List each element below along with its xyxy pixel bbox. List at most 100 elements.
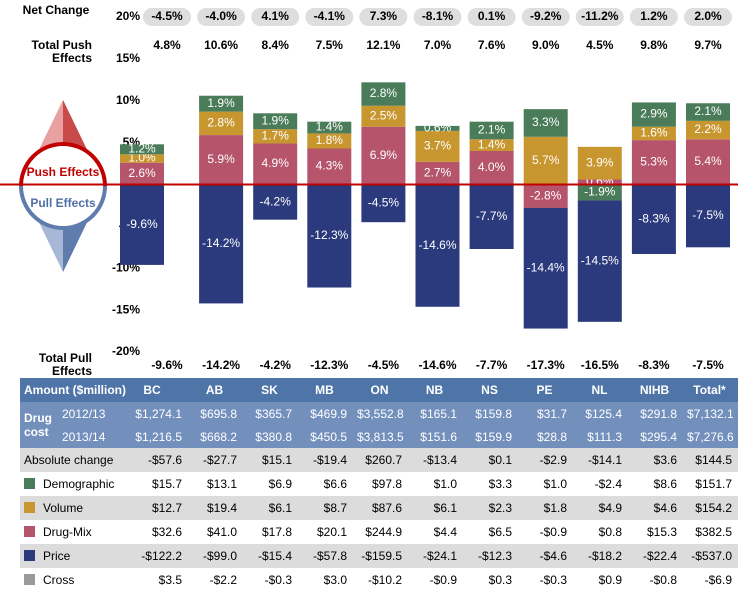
cell: $380.8 bbox=[243, 425, 298, 448]
cell: $125.4 bbox=[573, 402, 628, 425]
row-label: Demographic bbox=[20, 472, 118, 496]
cell: -$13.4 bbox=[408, 448, 463, 472]
bar-segment bbox=[686, 184, 730, 248]
cell: $7,132.1 bbox=[683, 402, 738, 425]
compass-ring-bottom bbox=[19, 185, 107, 230]
bar-label: -12.3% bbox=[310, 228, 348, 242]
bar-label: 5.4% bbox=[694, 154, 722, 168]
bar-label: 5.3% bbox=[640, 154, 668, 168]
cell: $32.6 bbox=[118, 520, 188, 544]
header-cell: NB bbox=[408, 378, 463, 402]
push-total-value: 12.1% bbox=[366, 38, 400, 52]
push-total-value: 9.8% bbox=[640, 38, 668, 52]
bar-segment bbox=[469, 121, 514, 140]
bar-label: 1.9% bbox=[262, 113, 290, 127]
row-label: Drug-Mix bbox=[20, 520, 118, 544]
push-total-value: 10.6% bbox=[204, 38, 238, 52]
legend-swatch bbox=[24, 502, 35, 513]
pull-total-label: Total Pull Effects bbox=[38, 351, 92, 378]
cell: -$12.3 bbox=[463, 544, 518, 568]
cell: $3.5 bbox=[118, 568, 188, 592]
bar-label: -9.6% bbox=[126, 217, 158, 231]
cell: $450.5 bbox=[298, 425, 353, 448]
row-label: Cross bbox=[20, 568, 118, 592]
bar-segment bbox=[631, 102, 676, 127]
bar-label: -1.9% bbox=[584, 185, 616, 199]
push-label: Push Effects bbox=[27, 165, 100, 179]
pull-total-value: -9.6% bbox=[151, 358, 183, 372]
cell: $13.1 bbox=[188, 472, 243, 496]
cell: -$6.9 bbox=[683, 568, 738, 592]
net-change-value: -8.1% bbox=[422, 9, 454, 23]
cell: $6.1 bbox=[243, 496, 298, 520]
cell: -$19.4 bbox=[298, 448, 353, 472]
bar-label: 3.7% bbox=[424, 139, 452, 153]
legend-swatch bbox=[24, 550, 35, 561]
net-change-value: 4.1% bbox=[262, 9, 290, 23]
bar-label: 4.0% bbox=[478, 160, 506, 174]
pull-total-value: -14.2% bbox=[202, 358, 240, 372]
cell: $4.6 bbox=[628, 496, 683, 520]
bar-label: -14.6% bbox=[418, 238, 456, 252]
drug-cost-row: Drug cost 2012/13 $1,274.1 $695.8 $365.7 $469… bbox=[20, 402, 738, 448]
bar-segment bbox=[253, 129, 298, 144]
bar-label: 1.4% bbox=[316, 120, 344, 134]
pull-total-value: -4.2% bbox=[260, 358, 292, 372]
cell: -$0.3 bbox=[518, 568, 573, 592]
cell: -$22.4 bbox=[628, 544, 683, 568]
net-change-badge bbox=[143, 8, 191, 26]
cell: $0.9 bbox=[573, 568, 628, 592]
compass-ring-top bbox=[19, 142, 107, 187]
bar-label: 0.6% bbox=[424, 121, 452, 135]
cell: -$4.6 bbox=[518, 544, 573, 568]
net-change-badge bbox=[521, 8, 570, 26]
bar-segment bbox=[631, 140, 676, 185]
cell: -$24.1 bbox=[408, 544, 463, 568]
bar-label: 2.8% bbox=[370, 86, 398, 100]
push-total-value: 4.5% bbox=[586, 38, 614, 52]
row-label: Volume bbox=[20, 496, 118, 520]
legend-swatch bbox=[24, 574, 35, 585]
net-change-badge bbox=[629, 8, 678, 26]
pull-label: Pull Effects bbox=[30, 196, 96, 210]
cell: $8.7 bbox=[298, 496, 353, 520]
cell: $8.6 bbox=[628, 472, 683, 496]
cell: $165.1 bbox=[408, 402, 463, 425]
y-tick-label: -15% bbox=[112, 302, 140, 316]
row-label-text: Volume bbox=[43, 501, 84, 515]
cell: $1.8 bbox=[518, 496, 573, 520]
net-change-value: -4.5% bbox=[151, 9, 183, 23]
bar-label: 1.6% bbox=[640, 126, 668, 140]
cell: $151.6 bbox=[408, 425, 463, 448]
net-change-value: 1.2% bbox=[640, 9, 668, 23]
row-label: Price bbox=[20, 544, 118, 568]
cell: $20.1 bbox=[298, 520, 353, 544]
pull-total-value: -14.6% bbox=[418, 358, 456, 372]
net-change-badge bbox=[467, 8, 516, 26]
cell: $15.3 bbox=[628, 520, 683, 544]
net-change-value: 7.3% bbox=[370, 9, 398, 23]
bar-segment bbox=[523, 109, 568, 137]
table-row: Drug-Mix $32.6 $41.0 $17.8 $20.1 $244.9 $4.4 $6… bbox=[20, 520, 738, 544]
drug-cost-row: 2013/14 $1,216.5 $668.2 $380.8 $450.5 $3,813.… bbox=[20, 425, 738, 448]
bar-segment bbox=[415, 125, 460, 131]
net-change-value: -11.2% bbox=[581, 9, 619, 23]
push-total-value: 7.0% bbox=[424, 38, 452, 52]
cell: -$0.9 bbox=[518, 520, 573, 544]
bar-segment bbox=[686, 103, 730, 121]
net-change-value: -9.2% bbox=[530, 9, 562, 23]
header-cell: Amount ($million) bbox=[20, 378, 126, 402]
bar-label: -14.5% bbox=[581, 253, 619, 267]
header-cell: ON bbox=[353, 378, 408, 402]
header-cell: PE bbox=[518, 378, 573, 402]
cell: $3.0 bbox=[298, 568, 353, 592]
bar-label: 1.8% bbox=[316, 133, 344, 147]
cell: -$57.8 bbox=[298, 544, 353, 568]
cell: -$122.2 bbox=[118, 544, 188, 568]
pull-total-value: -7.5% bbox=[692, 358, 724, 372]
cell: $111.3 bbox=[573, 425, 628, 448]
cell: $159.8 bbox=[463, 402, 518, 425]
bar-label: 3.3% bbox=[532, 115, 560, 129]
header-cell: NS bbox=[463, 378, 518, 402]
net-change-badge bbox=[305, 8, 354, 26]
